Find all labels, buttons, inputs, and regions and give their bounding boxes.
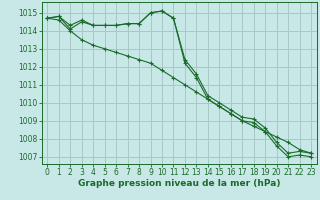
X-axis label: Graphe pression niveau de la mer (hPa): Graphe pression niveau de la mer (hPa) [78, 179, 280, 188]
